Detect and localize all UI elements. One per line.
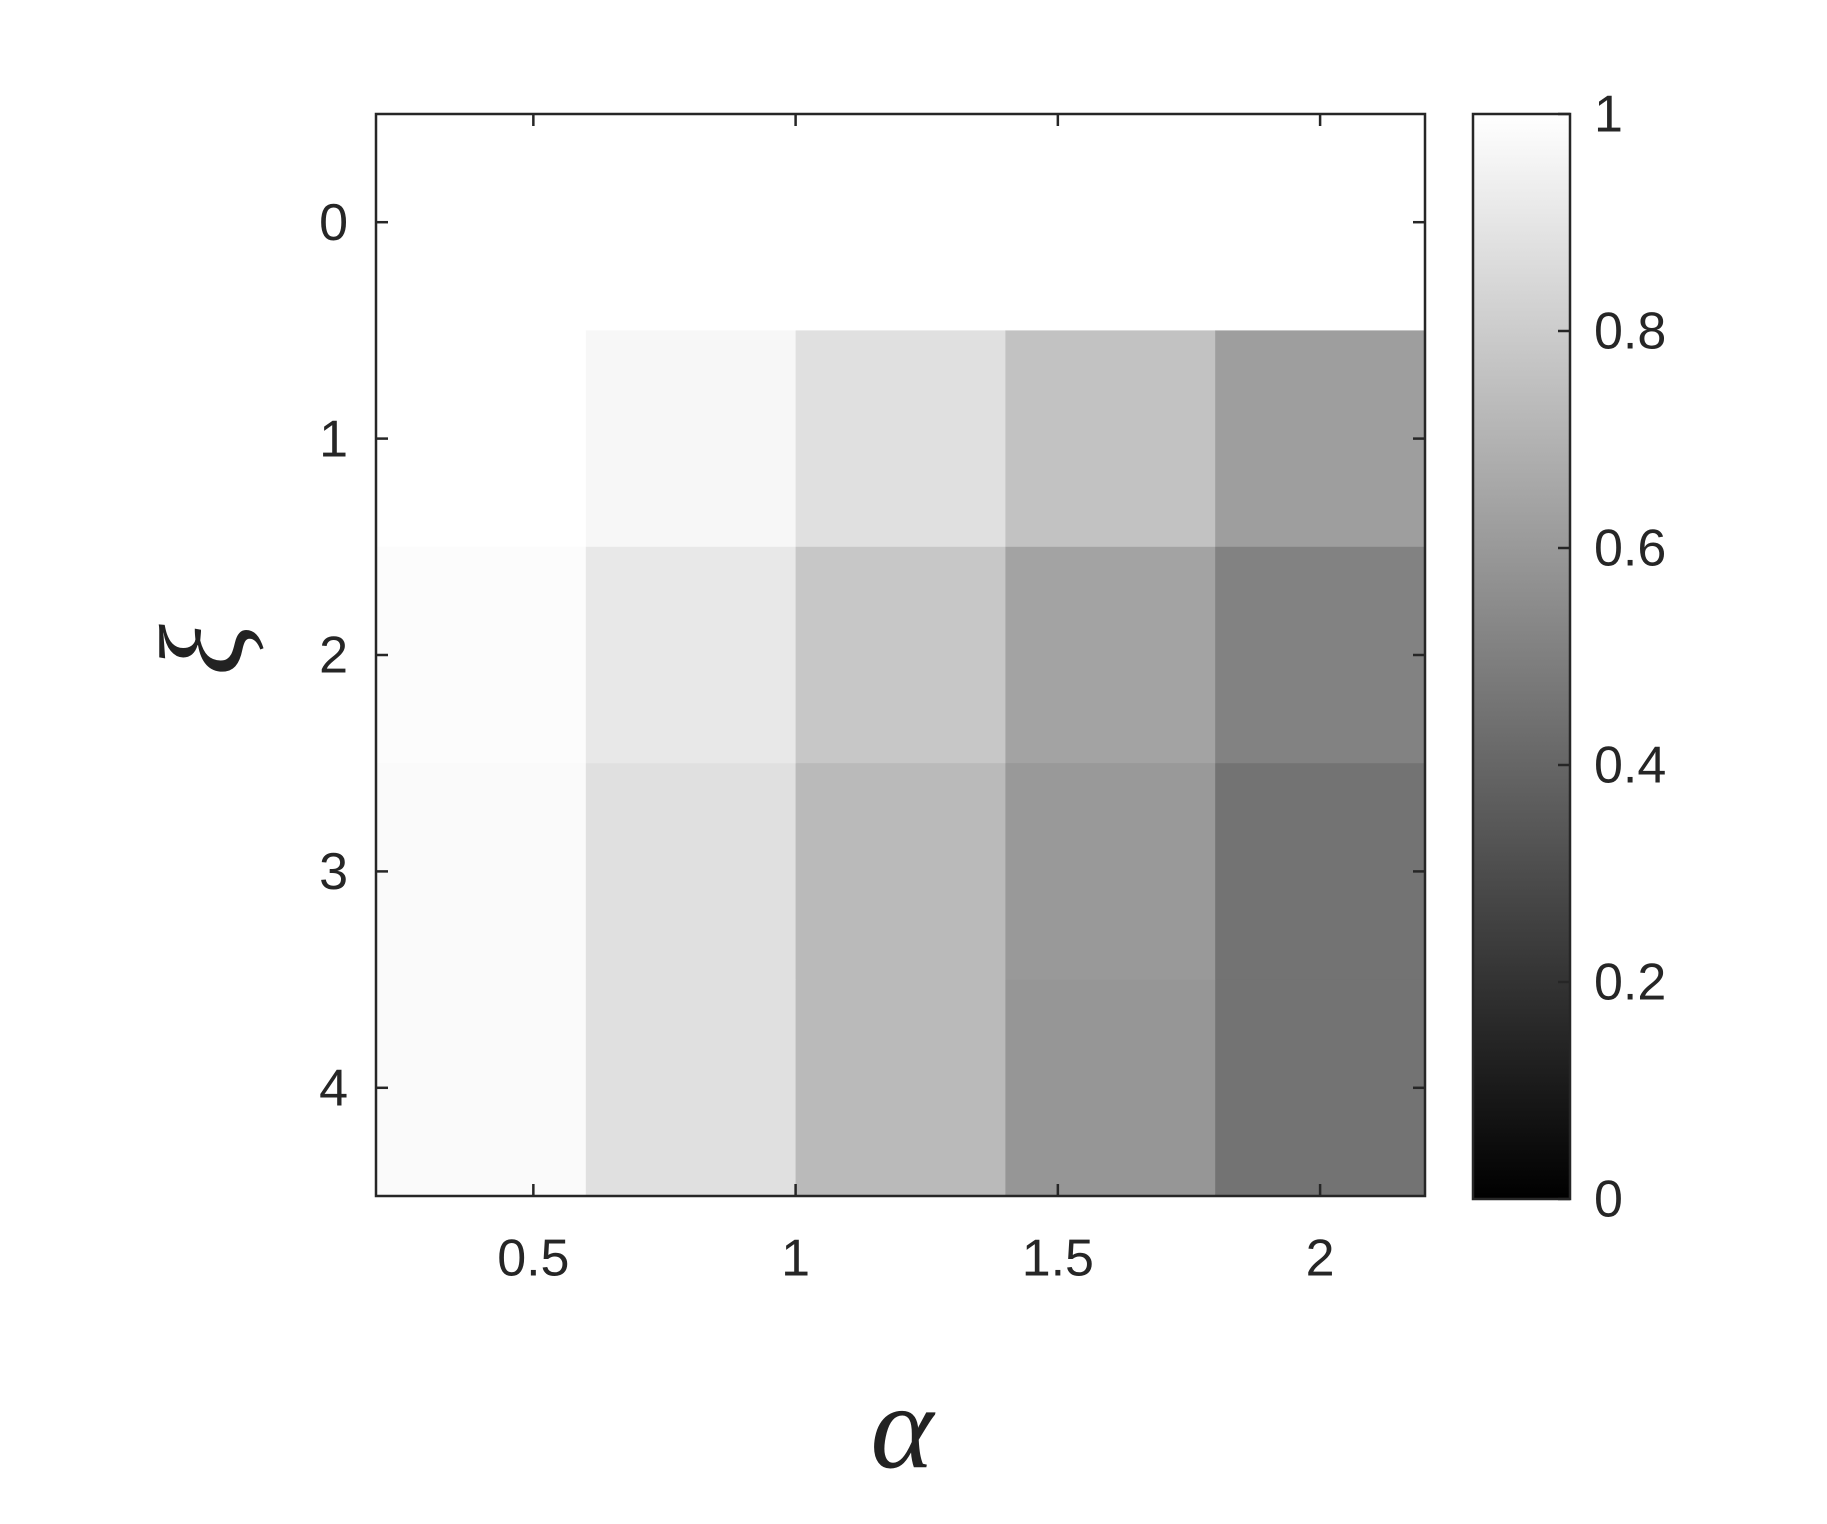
heatmap-cell — [376, 979, 587, 1197]
heatmap-cell — [1005, 330, 1216, 548]
heatmap-cell — [1005, 114, 1216, 331]
heatmap-cell — [1215, 330, 1426, 548]
heatmap-cell — [1215, 546, 1426, 764]
heatmap-cell — [585, 546, 797, 764]
colorbar-tick-label: 0.6 — [1594, 520, 1666, 578]
heatmap-cell — [795, 330, 1006, 548]
colorbar-tick-label: 0.4 — [1594, 737, 1666, 795]
heatmap-cell — [376, 330, 587, 548]
x-tick-label: 0.5 — [497, 1230, 569, 1288]
y-tick-label: 2 — [319, 627, 348, 685]
heatmap-cell — [376, 114, 587, 331]
heatmap-cell — [1215, 114, 1426, 331]
heatmap-cell — [1215, 979, 1426, 1197]
y-tick-label: 3 — [319, 843, 348, 901]
y-tick-label: 4 — [319, 1060, 348, 1118]
heatmap-cell — [376, 546, 587, 764]
colorbar — [1471, 112, 1572, 1201]
x-tick-label: 1 — [781, 1230, 810, 1288]
x-tick-label: 1.5 — [1022, 1230, 1094, 1288]
y-axis-label: ξ — [136, 624, 269, 676]
y-tick-label: 0 — [319, 194, 348, 252]
colorbar-tick-label: 0.2 — [1594, 954, 1666, 1012]
heatmap-cell — [1215, 763, 1426, 981]
heatmap-cell — [585, 979, 797, 1197]
heatmap-cell — [1005, 979, 1216, 1197]
heatmap-cell — [795, 979, 1006, 1197]
heatmap-cell — [795, 763, 1006, 981]
y-tick-label: 1 — [319, 410, 348, 468]
heatmap-cell — [585, 330, 797, 548]
heatmap-cell — [376, 763, 587, 981]
heatmap-cell — [795, 546, 1006, 764]
x-tick-label: 2 — [1306, 1230, 1335, 1288]
x-axis-label: α — [871, 1361, 936, 1494]
heatmap-cell — [585, 114, 797, 331]
heatmap-cell — [795, 114, 1006, 331]
heatmap-cell — [1005, 763, 1216, 981]
colorbar-tick-label: 1 — [1594, 86, 1623, 144]
heatmap-cell — [1005, 546, 1216, 764]
colorbar-tick-label: 0.8 — [1594, 303, 1666, 361]
heatmap-cell — [585, 763, 797, 981]
colorbar-tick-label: 0 — [1594, 1171, 1623, 1229]
